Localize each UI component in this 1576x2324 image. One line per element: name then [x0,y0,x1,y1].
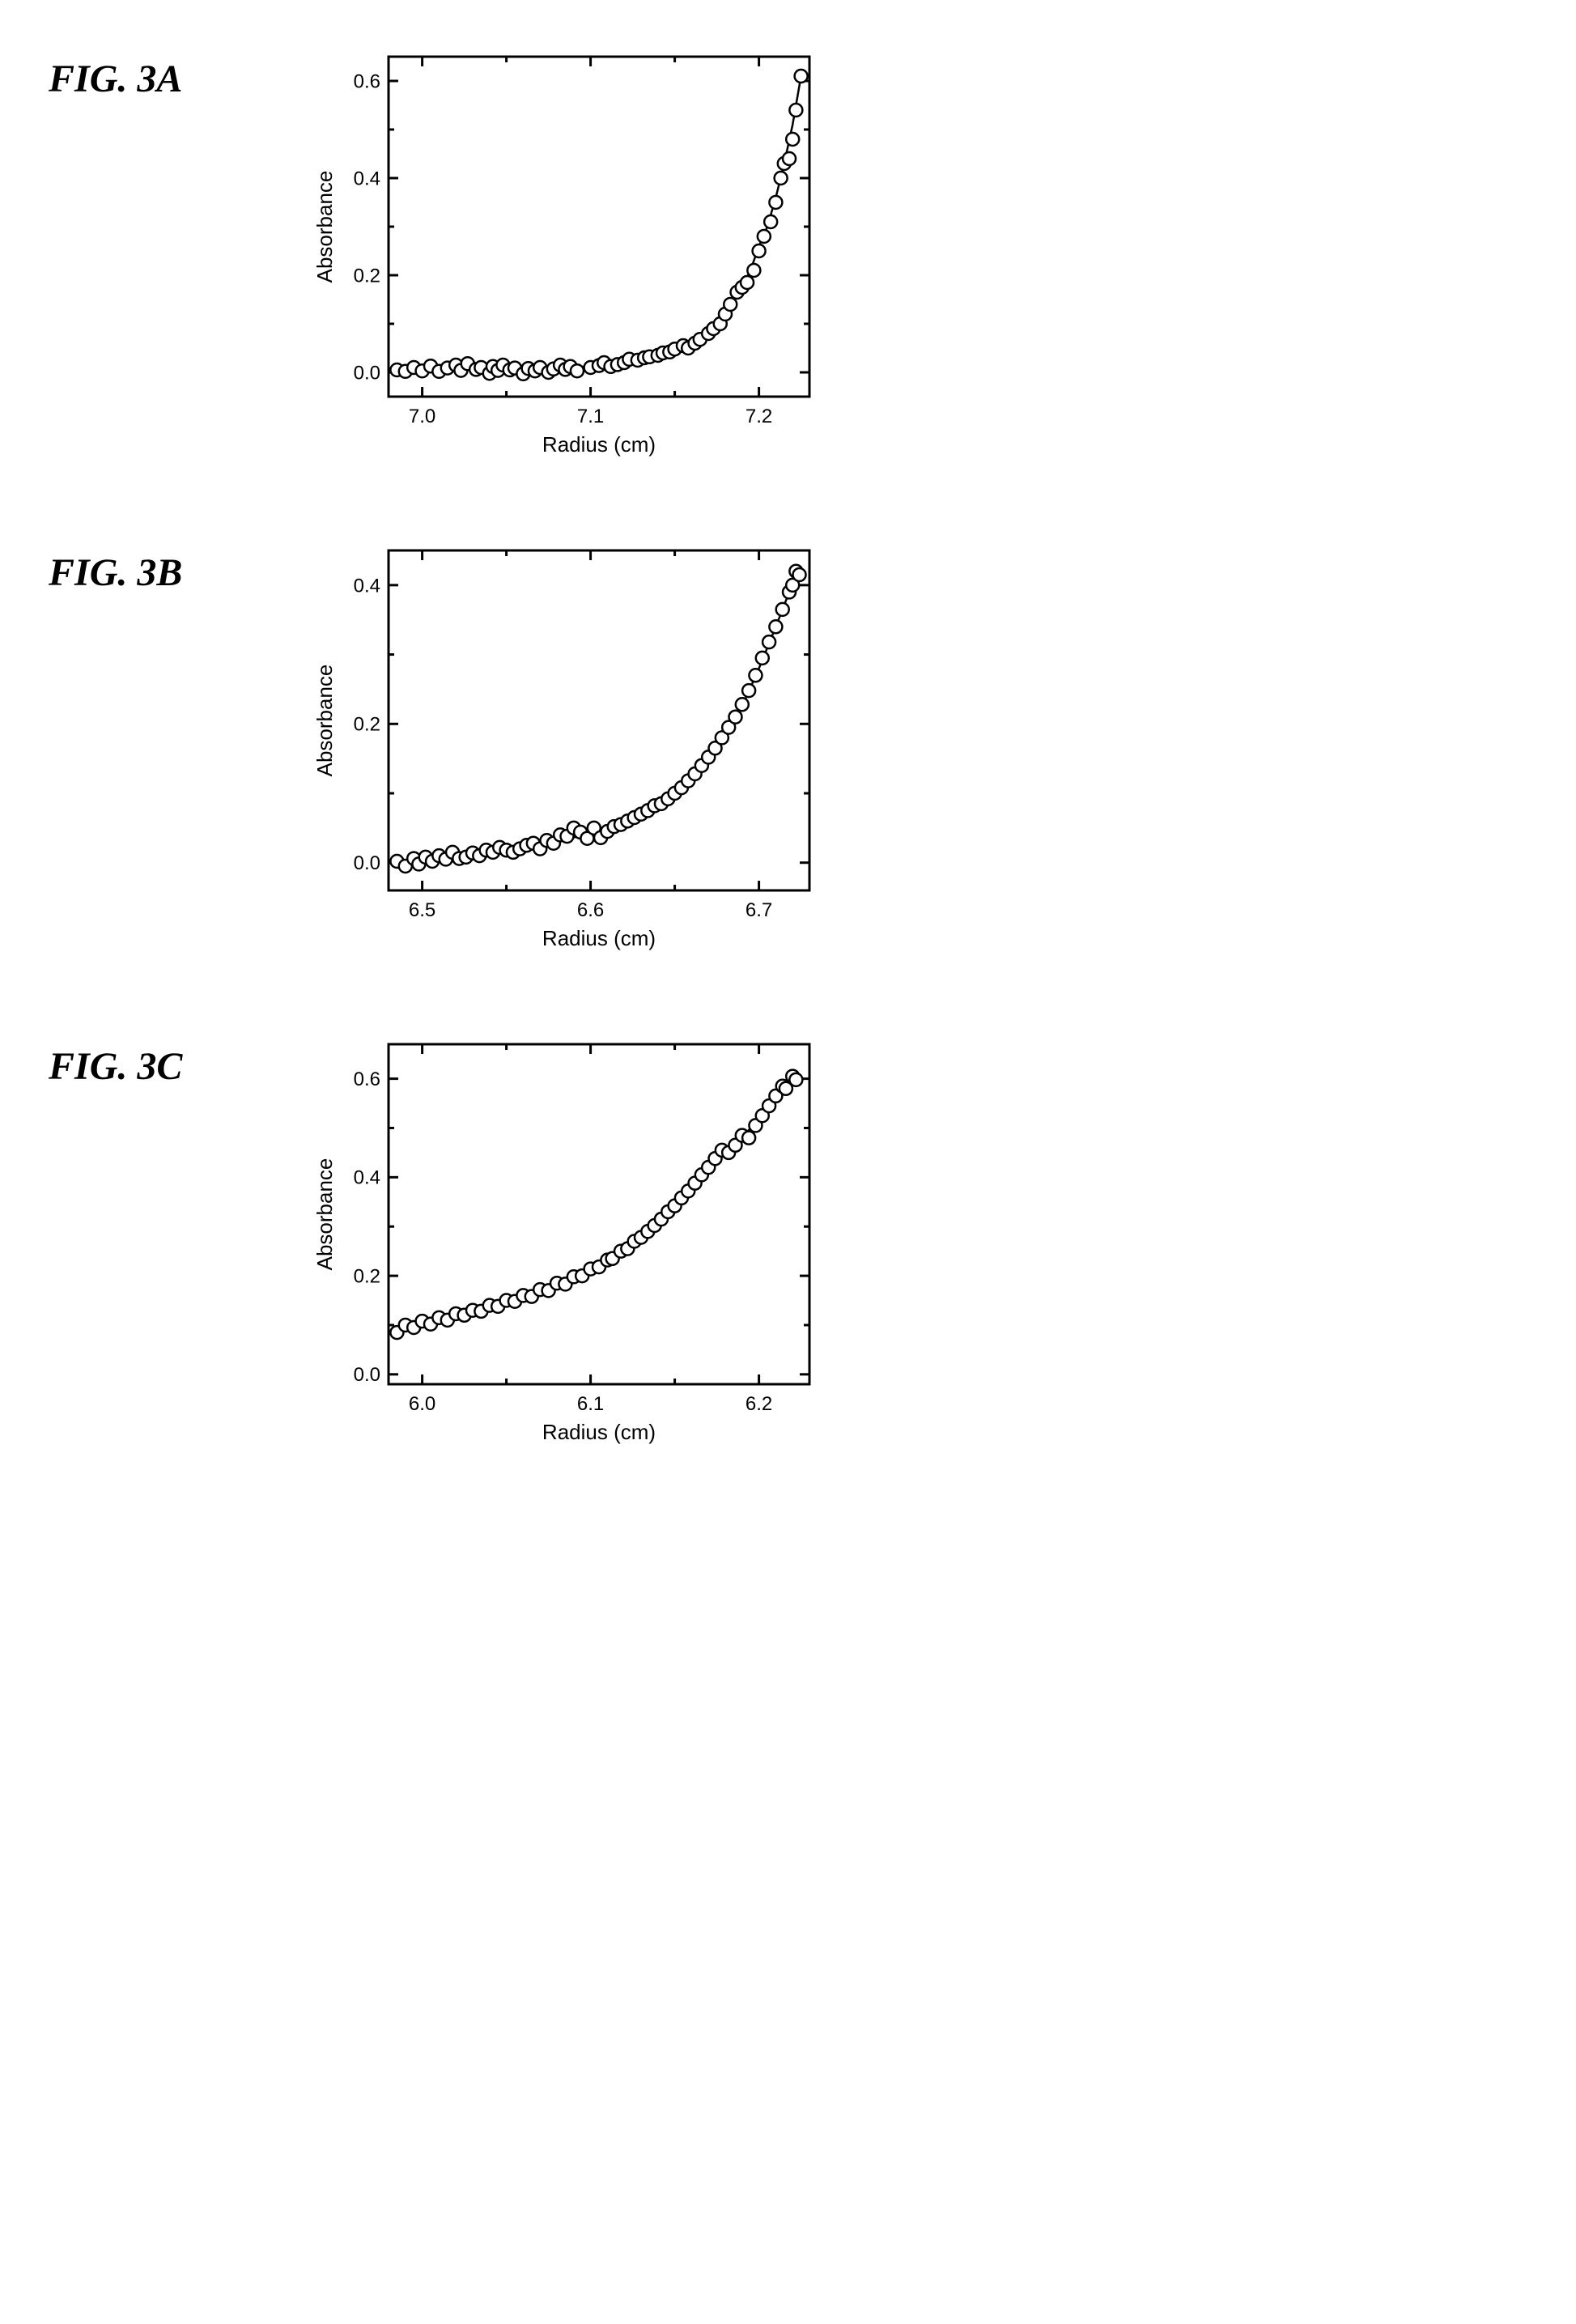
figure-row: FIG. 3A 7.0 7.1 7.2 0.0 0.2 0.4 0.6 Radius (cm) A… [49,32,1527,486]
y-tick-label: 0.2 [354,265,380,287]
y-tick-label: 0.4 [354,168,380,189]
x-tick-label: 6.2 [746,1393,772,1415]
x-tick-label: 6.6 [577,899,604,921]
x-axis-label: Radius (cm) [542,926,656,950]
figure-label: FIG. 3A [49,32,291,101]
x-tick-label: 7.2 [746,406,772,427]
data-point [736,698,749,711]
y-tick-label: 0.4 [354,1167,380,1189]
data-point [741,276,754,289]
data-point [724,298,737,311]
y-axis-label: Absorbance [312,171,337,283]
chart: 7.0 7.1 7.2 0.0 0.2 0.4 0.6 Radius (cm) Absorban… [291,32,842,486]
data-point [786,133,799,146]
plot-frame [389,57,809,397]
chart: 6.5 6.6 6.7 0.0 0.2 0.4 Radius (cm) Absorbance [291,526,842,979]
data-point [764,215,777,228]
chart-wrap: 6.5 6.6 6.7 0.0 0.2 0.4 Radius (cm) Absorbance [291,526,842,979]
data-point [747,264,760,277]
y-tick-label: 0.0 [354,1364,380,1386]
x-tick-label: 7.1 [577,406,604,427]
x-tick-label: 6.1 [577,1393,604,1415]
data-point [753,244,766,257]
figure-label: FIG. 3C [49,1020,291,1089]
data-point [789,104,802,117]
x-tick-label: 6.5 [409,899,435,921]
x-axis-label: Radius (cm) [542,1420,656,1444]
chart: 6.0 6.1 6.2 0.0 0.2 0.4 0.6 Radius (cm) Absorban… [291,1020,842,1473]
y-axis-label: Absorbance [312,1158,337,1271]
data-point [729,711,741,724]
y-tick-label: 0.6 [354,70,380,92]
x-tick-label: 7.0 [409,406,435,427]
y-tick-label: 0.4 [354,575,380,597]
figure-row: FIG. 3B 6.5 6.6 6.7 0.0 0.2 0.4 Radius (cm) Abso… [49,526,1527,979]
data-point [756,652,769,665]
data-point [769,196,782,209]
data-point [776,603,789,616]
y-tick-label: 0.2 [354,714,380,736]
data-point [749,669,762,682]
plot-frame [389,1044,809,1384]
y-tick-label: 0.2 [354,1265,380,1287]
chart-wrap: 6.0 6.1 6.2 0.0 0.2 0.4 0.6 Radius (cm) Absorban… [291,1020,842,1473]
chart-wrap: 7.0 7.1 7.2 0.0 0.2 0.4 0.6 Radius (cm) Absorban… [291,32,842,486]
y-tick-label: 0.0 [354,852,380,874]
data-point [758,230,771,243]
data-point [763,635,775,648]
x-axis-label: Radius (cm) [542,432,656,457]
y-tick-label: 0.6 [354,1069,380,1090]
x-tick-label: 6.7 [746,899,772,921]
data-point [769,620,782,633]
figure-row: FIG. 3C 6.0 6.1 6.2 0.0 0.2 0.4 0.6 Radius (cm) A… [49,1020,1527,1473]
data-point [571,364,584,377]
data-point [793,568,806,581]
data-point [742,1132,755,1145]
x-tick-label: 6.0 [409,1393,435,1415]
data-point [775,172,788,185]
data-point [795,70,808,83]
data-point [742,684,755,697]
data-point [783,152,796,165]
figure-label: FIG. 3B [49,526,291,595]
y-tick-label: 0.0 [354,362,380,384]
y-axis-label: Absorbance [312,665,337,777]
data-point [789,1073,802,1086]
